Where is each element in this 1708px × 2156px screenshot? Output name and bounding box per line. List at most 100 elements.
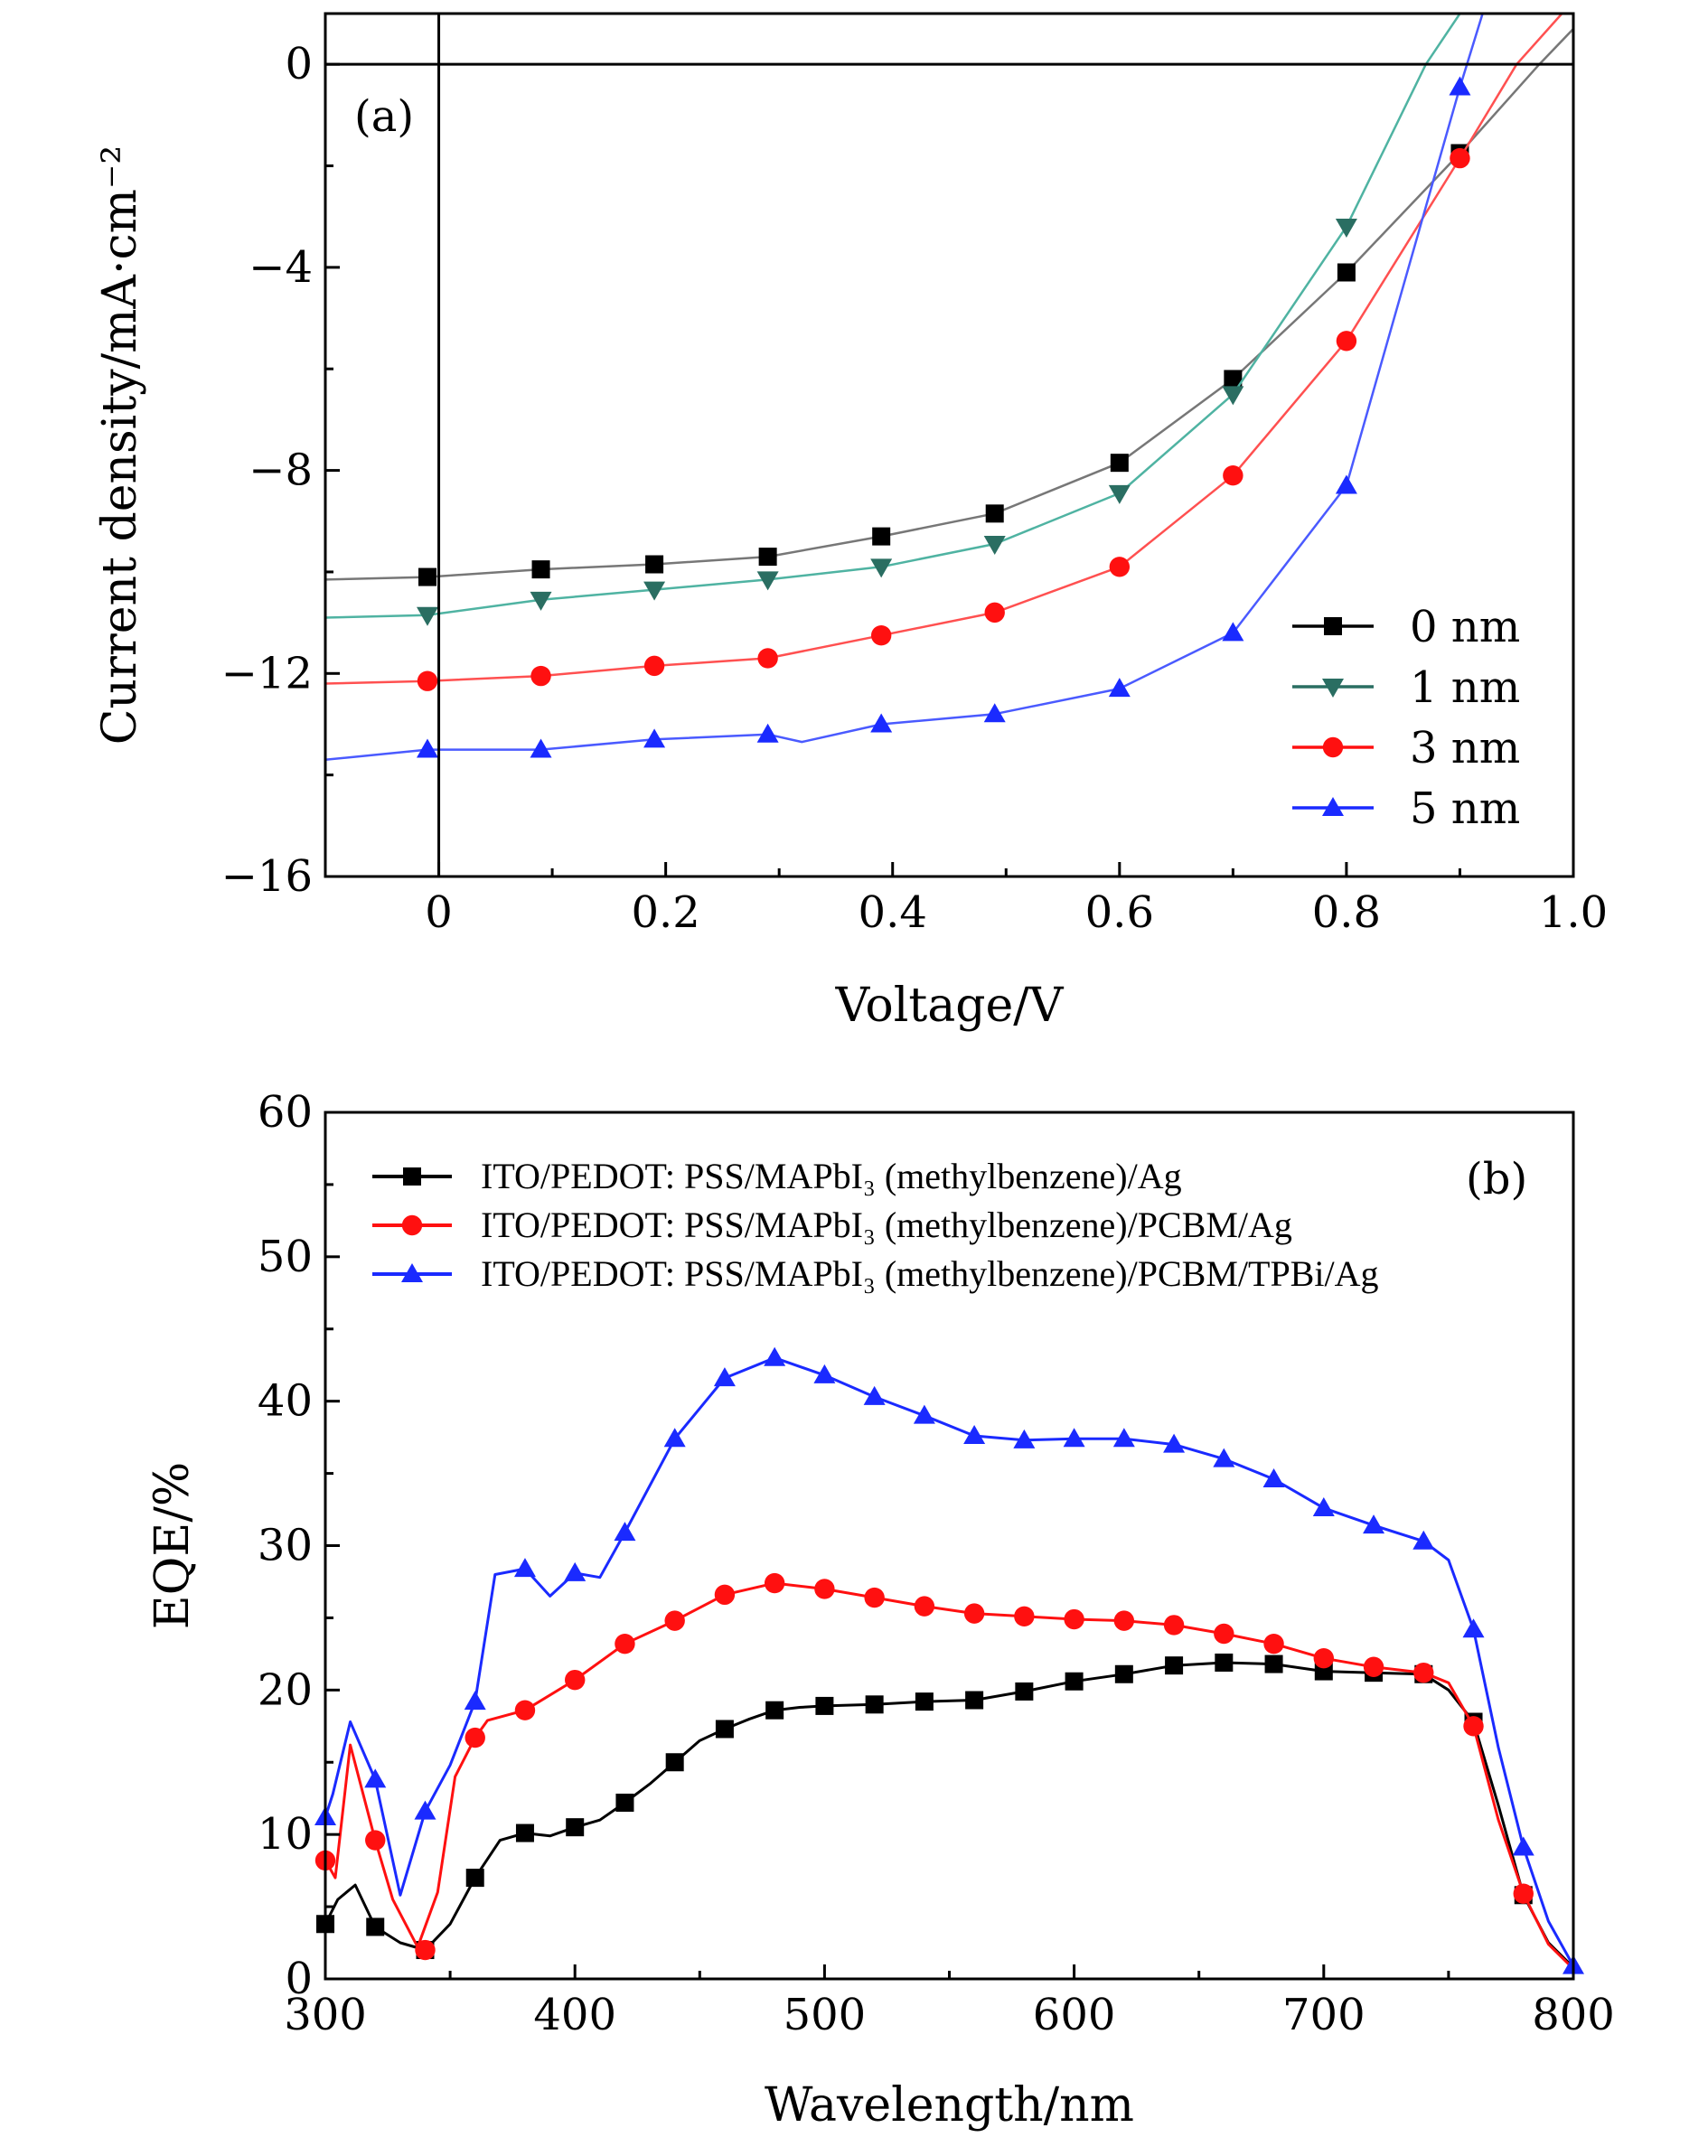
x-tick-label: 1.0 [1539,887,1608,938]
x-tick-label: 0.2 [631,887,699,938]
legend-label: ITO/PEDOT: PSS/MAPbI₃ (methylbenzene)/Ag [481,1156,1182,1196]
chart-a-x-axis-title: Voltage/V [835,979,1065,1033]
data-point [643,581,666,601]
data-point [963,1425,986,1445]
data-point [756,723,779,743]
data-point [1163,1433,1186,1453]
data-point [645,555,664,574]
data-point [565,1669,586,1691]
data-point [530,738,552,758]
data-point [564,1561,587,1581]
data-point [1014,1606,1035,1627]
data-point [713,1367,736,1387]
data-point [915,1692,934,1711]
data-point [1213,1448,1235,1467]
data-point [1109,557,1131,577]
data-point [872,527,891,546]
data-point [643,728,666,748]
data-point [366,1917,385,1936]
data-point [1463,1716,1484,1737]
data-point [615,1794,634,1813]
data-point [1336,331,1357,352]
data-point [1165,1656,1184,1675]
data-point [513,1558,536,1578]
data-point [1222,386,1244,406]
data-point [985,504,1004,523]
chart-a-series [325,14,1573,762]
legend-marker [1322,736,1344,758]
data-point [965,1691,984,1710]
data-point [1313,1647,1335,1669]
series-3 [325,14,1563,691]
series-1 [316,1653,1573,1969]
data-point [1337,263,1356,282]
x-tick-label: 600 [1033,1990,1116,2040]
data-point [1112,1428,1135,1448]
data-point [1512,1836,1534,1856]
data-point [1335,218,1357,238]
data-point [1263,1633,1284,1654]
legend-item: ITO/PEDOT: PSS/MAPbI₃ (methylbenzene)/PC… [372,1205,1292,1245]
y-tick-label: −8 [249,445,313,496]
series-2 [314,1572,1573,1970]
y-tick-label: 0 [285,39,313,89]
chart-a-plot-frame [324,12,1575,878]
data-point [465,1869,484,1888]
data-point [614,1522,636,1542]
data-point [1163,1615,1185,1636]
data-point [914,1596,935,1617]
data-point [566,1818,585,1837]
data-point [643,655,665,677]
data-point [416,606,438,626]
legend-item: ITO/PEDOT: PSS/MAPbI₃ (methylbenzene)/Ag [372,1156,1182,1196]
chart-b-y-axis-title: EQE/% [145,1462,200,1629]
data-point [364,1768,387,1788]
data-point [464,1691,486,1711]
data-point [813,1364,836,1383]
data-point [865,1695,884,1714]
data-point [416,738,438,758]
legend-label: 5 nm [1410,783,1520,834]
data-point [515,1823,534,1842]
y-tick-label: 60 [258,1087,313,1138]
data-point [870,713,893,733]
y-tick-label: 40 [258,1376,313,1427]
y-tick-label: 50 [258,1232,313,1282]
data-point [1363,1514,1385,1534]
data-point [1264,1654,1283,1673]
data-point [714,1584,736,1606]
series-line [325,14,1461,619]
y-tick-label: −16 [221,851,313,902]
data-point [1108,484,1131,504]
legend-item: 1 nm [1292,662,1520,713]
x-tick-label: 800 [1532,1990,1615,2040]
data-point [757,648,778,669]
legend-label: ITO/PEDOT: PSS/MAPbI₃ (methylbenzene)/PC… [481,1253,1378,1294]
x-tick-label: 500 [784,1990,867,2040]
data-point [1013,1429,1036,1448]
data-point [1462,1618,1485,1638]
series-line [325,28,1573,581]
data-point [1449,76,1471,96]
legend-marker [1322,797,1344,816]
chart-a-ticks: 0 0.2 0.4 0.6 0.8 1.0 0 −4 −8 −12 −16 [221,14,1608,938]
legend-item: 5 nm [1292,783,1520,834]
x-tick-label: 0 [425,887,453,938]
data-point [963,1603,985,1624]
data-point [814,1579,835,1599]
data-point [715,1720,734,1739]
series-line [325,14,1563,685]
data-point [1113,1610,1135,1631]
y-tick-label: 20 [258,1664,313,1715]
legend-label: ITO/PEDOT: PSS/MAPbI₃ (methylbenzene)/PC… [481,1205,1292,1245]
data-point [1214,1623,1234,1645]
x-tick-label: 0.6 [1085,887,1154,938]
data-point [615,1633,635,1654]
legend-item: ITO/PEDOT: PSS/MAPbI₃ (methylbenzene)/PC… [372,1253,1378,1294]
data-point [983,703,1006,723]
data-point [1015,1682,1034,1701]
legend-label: 0 nm [1410,602,1520,652]
x-tick-label: 400 [533,1990,616,2040]
data-point [1224,370,1243,389]
